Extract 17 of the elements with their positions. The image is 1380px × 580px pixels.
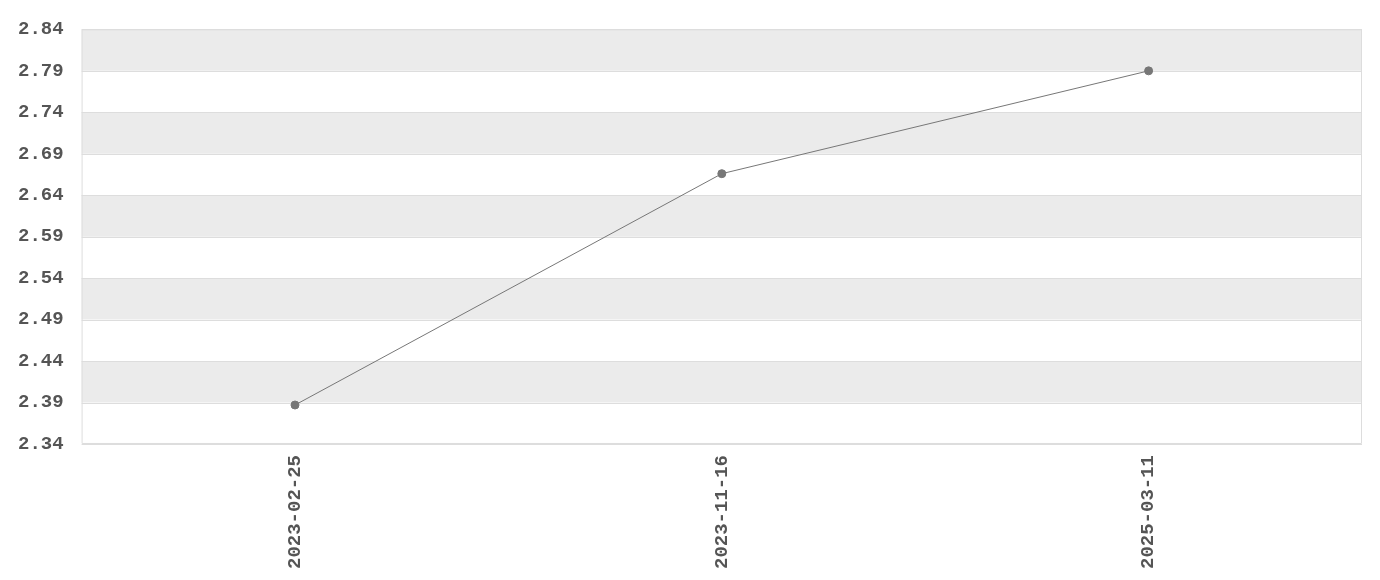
point bbox=[290, 400, 300, 410]
point bbox=[717, 169, 727, 179]
y-tick-label: 2.84 bbox=[18, 18, 64, 41]
y-tick-label: 2.69 bbox=[18, 142, 64, 165]
point bbox=[1144, 66, 1154, 76]
y-tick-label: 2.64 bbox=[18, 184, 64, 207]
x-tick-label: 2023-02-25 bbox=[283, 454, 306, 570]
y-tick-label: 2.54 bbox=[18, 266, 64, 289]
y-tick-label: 2.34 bbox=[18, 432, 64, 455]
x-tick-label: 2025-03-11 bbox=[1137, 454, 1160, 570]
x-tick-label: 2023-11-16 bbox=[710, 454, 733, 570]
y-tick-label: 2.79 bbox=[18, 59, 64, 82]
y-tick-label: 2.39 bbox=[18, 391, 64, 414]
y-tick-label: 2.44 bbox=[18, 349, 64, 372]
y-tick-label: 2.59 bbox=[18, 225, 64, 248]
y-tick-label: 2.49 bbox=[18, 308, 64, 331]
y-tick-label: 2.74 bbox=[18, 101, 64, 124]
